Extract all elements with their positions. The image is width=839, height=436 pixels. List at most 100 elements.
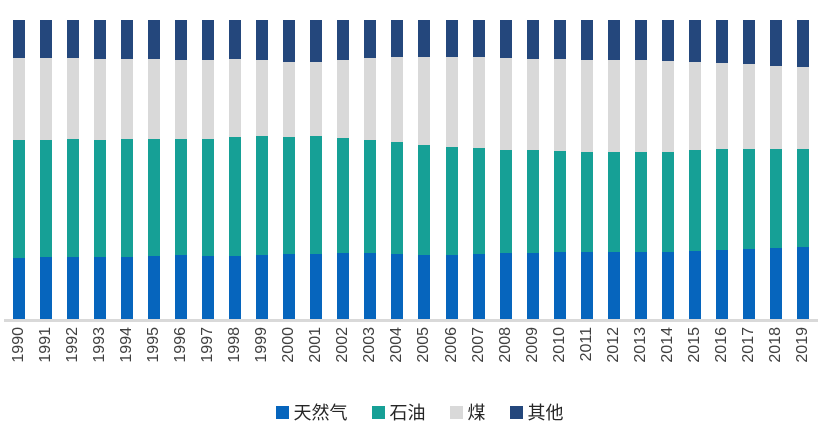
- bar-segment-other-2013: [634, 20, 647, 60]
- bar-segment-coal-2014: [662, 60, 675, 152]
- bar-segment-other-2014: [662, 20, 675, 61]
- bar-group-1995: [140, 20, 167, 320]
- bar-segment-coal-1996: [174, 59, 187, 140]
- bar-segment-natural-gas-2009: [526, 253, 539, 320]
- bar-group-1992: [59, 20, 86, 320]
- x-axis-label-2016: 2016: [713, 327, 731, 363]
- bar-segment-oil-1991: [39, 140, 52, 258]
- legend-label-oil: 石油: [389, 403, 426, 423]
- bar-segment-other-1990: [12, 20, 25, 59]
- bar-group-2010: [546, 20, 573, 320]
- bar-segment-natural-gas-2001: [310, 254, 323, 320]
- bar-segment-other-1992: [66, 20, 79, 58]
- bar-segment-coal-2015: [689, 62, 702, 150]
- x-axis-label-1993: 1993: [90, 327, 108, 363]
- bar-2004: [391, 20, 404, 320]
- x-axis-label-2001: 2001: [307, 327, 325, 363]
- bar-1991: [39, 20, 52, 320]
- x-axis-label-slot-2003: 2003: [357, 327, 384, 393]
- x-axis-label-1992: 1992: [63, 327, 81, 363]
- x-axis-label-2009: 2009: [523, 327, 541, 363]
- x-axis-label-1991: 1991: [36, 327, 54, 363]
- bar-group-2005: [411, 20, 438, 320]
- bar-segment-natural-gas-1992: [66, 256, 79, 320]
- x-axis-label-slot-1992: 1992: [59, 327, 86, 393]
- bar-segment-natural-gas-2005: [418, 254, 431, 320]
- bar-segment-natural-gas-2006: [445, 254, 458, 320]
- bar-2000: [283, 20, 296, 320]
- bar-group-2013: [627, 20, 654, 320]
- bar-2001: [310, 20, 323, 320]
- bar-segment-coal-1998: [229, 59, 242, 137]
- bar-group-2007: [465, 20, 492, 320]
- bar-segment-oil-1995: [147, 139, 160, 257]
- bar-segment-natural-gas-2003: [364, 253, 377, 320]
- bar-group-2017: [736, 20, 763, 320]
- x-axis-label-slot-2011: 2011: [573, 327, 600, 393]
- bar-group-2008: [492, 20, 519, 320]
- x-axis-label-2003: 2003: [361, 327, 379, 363]
- bar-segment-oil-2017: [743, 149, 756, 249]
- bar-1994: [120, 20, 133, 320]
- x-axis-label-slot-1997: 1997: [194, 327, 221, 393]
- legend-swatch-other: [509, 405, 523, 419]
- bar-segment-natural-gas-1996: [174, 254, 187, 320]
- bar-segment-oil-2006: [445, 146, 458, 255]
- x-axis-label-slot-2001: 2001: [303, 327, 330, 393]
- bar-segment-natural-gas-1999: [256, 254, 269, 320]
- bar-segment-other-2000: [283, 20, 296, 62]
- bar-group-1990: [5, 20, 32, 320]
- bar-segment-natural-gas-2012: [607, 251, 620, 320]
- x-axis-label-slot-1994: 1994: [113, 327, 140, 393]
- x-axis-label-2002: 2002: [334, 327, 352, 363]
- x-axis-label-slot-1995: 1995: [140, 327, 167, 393]
- bar-segment-coal-2004: [391, 57, 404, 143]
- x-axis-label-slot-2014: 2014: [655, 327, 682, 393]
- x-axis-label-slot-2009: 2009: [519, 327, 546, 393]
- x-axis-label-2007: 2007: [469, 327, 487, 363]
- bar-segment-other-2015: [689, 20, 702, 63]
- bar-group-1991: [32, 20, 59, 320]
- bar-segment-coal-2003: [364, 58, 377, 141]
- bar-group-2004: [384, 20, 411, 320]
- bar-segment-coal-1992: [66, 57, 79, 139]
- bar-segment-coal-2008: [499, 58, 512, 151]
- x-axis-label-slot-2012: 2012: [600, 327, 627, 393]
- x-axis-label-slot-2017: 2017: [736, 327, 763, 393]
- bar-2016: [716, 20, 729, 320]
- x-axis-label-1998: 1998: [226, 327, 244, 363]
- bar-segment-natural-gas-2007: [472, 254, 485, 320]
- x-axis-label-1994: 1994: [117, 327, 135, 363]
- x-axis-label-1990: 1990: [9, 327, 27, 363]
- bar-segment-coal-1994: [120, 59, 133, 139]
- bar-segment-oil-1992: [66, 138, 79, 257]
- bar-1995: [147, 20, 160, 320]
- legend-label-other: 其他: [527, 403, 564, 423]
- bar-segment-other-2007: [472, 20, 485, 58]
- bar-1999: [256, 20, 269, 320]
- bar-segment-natural-gas-2004: [391, 254, 404, 320]
- bar-segment-other-2009: [526, 20, 539, 60]
- bar-segment-natural-gas-2016: [716, 250, 729, 320]
- x-axis-label-2006: 2006: [442, 327, 460, 363]
- bar-segment-natural-gas-2019: [797, 247, 810, 320]
- chart-legend: 天然气 石油 煤 其他: [0, 398, 839, 426]
- bar-segment-oil-2012: [607, 151, 620, 252]
- bar-1998: [229, 20, 242, 320]
- bar-segment-other-1998: [229, 20, 242, 60]
- bar-2014: [662, 20, 675, 320]
- bar-segment-natural-gas-2018: [770, 247, 783, 320]
- bar-segment-other-2011: [580, 20, 593, 60]
- bar-segment-other-1991: [39, 20, 52, 59]
- bar-segment-other-2008: [499, 20, 512, 59]
- bar-2018: [770, 20, 783, 320]
- bar-group-2003: [357, 20, 384, 320]
- x-axis-label-slot-2015: 2015: [682, 327, 709, 393]
- bar-1993: [93, 20, 106, 320]
- bar-group-2016: [709, 20, 736, 320]
- bar-2006: [445, 20, 458, 320]
- bar-segment-coal-1995: [147, 59, 160, 140]
- x-axis-label-2010: 2010: [550, 327, 568, 363]
- bar-segment-other-1993: [93, 20, 106, 60]
- bar-segment-coal-2010: [553, 59, 566, 152]
